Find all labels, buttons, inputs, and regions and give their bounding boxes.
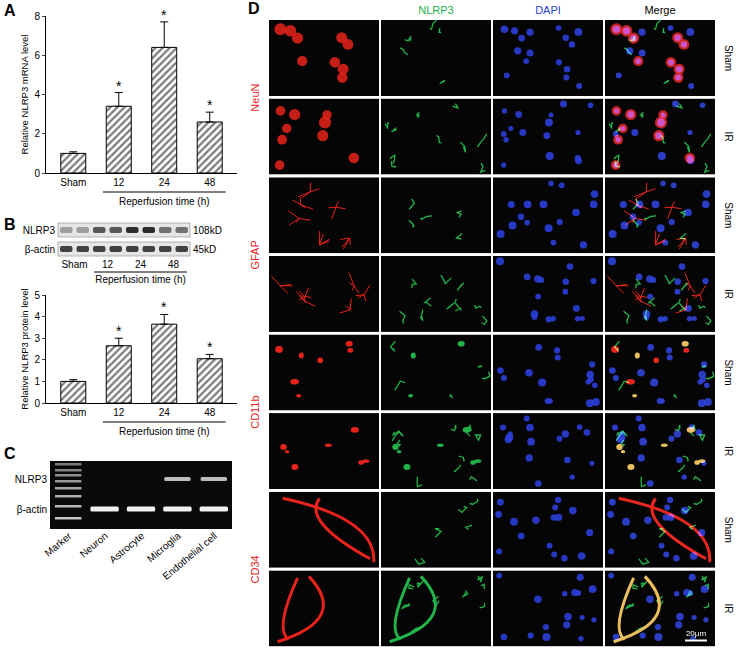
svg-text:Sham: Sham	[723, 517, 734, 543]
svg-text:24: 24	[159, 407, 171, 418]
svg-text:Reperfusion time (h): Reperfusion time (h)	[95, 274, 186, 285]
svg-text:Relative NLRP3 mRNA level: Relative NLRP3 mRNA level	[19, 35, 30, 155]
svg-text:GFAP: GFAP	[249, 240, 261, 269]
html-text:C: C	[4, 445, 16, 462]
svg-text:Reperfusion time (h): Reperfusion time (h)	[119, 426, 210, 437]
svg-text:48: 48	[204, 177, 216, 188]
svg-text:Microglia: Microglia	[145, 530, 183, 565]
svg-text:8: 8	[34, 11, 40, 22]
svg-text:4: 4	[34, 311, 40, 322]
svg-text:0: 0	[34, 168, 40, 179]
svg-text:Sham: Sham	[60, 177, 86, 188]
svg-text:Astrocyte: Astrocyte	[107, 530, 146, 565]
html-text:B: B	[4, 216, 16, 233]
svg-text:Neuron: Neuron	[78, 530, 110, 560]
svg-text:*: *	[207, 339, 213, 355]
svg-text:β-actin: β-actin	[25, 244, 55, 255]
svg-text:Sham: Sham	[60, 407, 86, 418]
svg-text:2: 2	[34, 128, 40, 139]
svg-text:IR: IR	[723, 132, 734, 142]
svg-text:CD34: CD34	[249, 555, 261, 583]
svg-text:1: 1	[34, 376, 40, 387]
svg-text:NeuN: NeuN	[249, 83, 261, 111]
svg-text:24: 24	[159, 177, 171, 188]
svg-text:Sham: Sham	[61, 259, 87, 270]
svg-text:Sham: Sham	[723, 45, 734, 71]
svg-text:45kD: 45kD	[193, 244, 216, 255]
svg-text:IR: IR	[723, 446, 734, 456]
svg-text:20μm: 20μm	[686, 629, 707, 638]
svg-text:*: *	[116, 323, 122, 339]
svg-text:IR: IR	[723, 289, 734, 299]
svg-text:0: 0	[34, 398, 40, 409]
svg-text:Sham: Sham	[723, 202, 734, 228]
svg-text:Sham: Sham	[723, 359, 734, 385]
svg-text:6: 6	[34, 50, 40, 61]
svg-text:48: 48	[168, 259, 180, 270]
svg-text:3: 3	[34, 333, 40, 344]
svg-text:IR: IR	[723, 603, 734, 613]
html-text:A: A	[4, 2, 16, 19]
svg-text:12: 12	[102, 259, 114, 270]
svg-text:NLRP3: NLRP3	[418, 4, 453, 16]
svg-text:108kD: 108kD	[193, 225, 222, 236]
svg-text:Endothelial cell: Endothelial cell	[160, 530, 219, 582]
svg-text:4: 4	[34, 89, 40, 100]
svg-text:DAPI: DAPI	[535, 4, 561, 16]
svg-text:NLRP3: NLRP3	[23, 225, 56, 236]
svg-text:*: *	[161, 7, 167, 23]
svg-text:12: 12	[113, 407, 125, 418]
html-text:D: D	[248, 0, 260, 17]
svg-text:Relative NLRP3 protein level: Relative NLRP3 protein level	[19, 288, 30, 409]
svg-text:*: *	[207, 97, 213, 113]
svg-text:Marker: Marker	[43, 530, 74, 559]
svg-text:12: 12	[113, 177, 125, 188]
svg-text:48: 48	[204, 407, 216, 418]
svg-text:*: *	[116, 78, 122, 94]
svg-text:β-actin: β-actin	[17, 504, 47, 515]
svg-text:2: 2	[34, 354, 40, 365]
svg-text:*: *	[161, 299, 167, 315]
svg-text:5: 5	[34, 290, 40, 301]
svg-text:Merge: Merge	[644, 4, 675, 16]
svg-text:24: 24	[135, 259, 147, 270]
svg-text:Reperfusion time (h): Reperfusion time (h)	[119, 196, 210, 207]
svg-text:NLRP3: NLRP3	[15, 474, 48, 485]
svg-text:CD11b: CD11b	[249, 395, 261, 428]
